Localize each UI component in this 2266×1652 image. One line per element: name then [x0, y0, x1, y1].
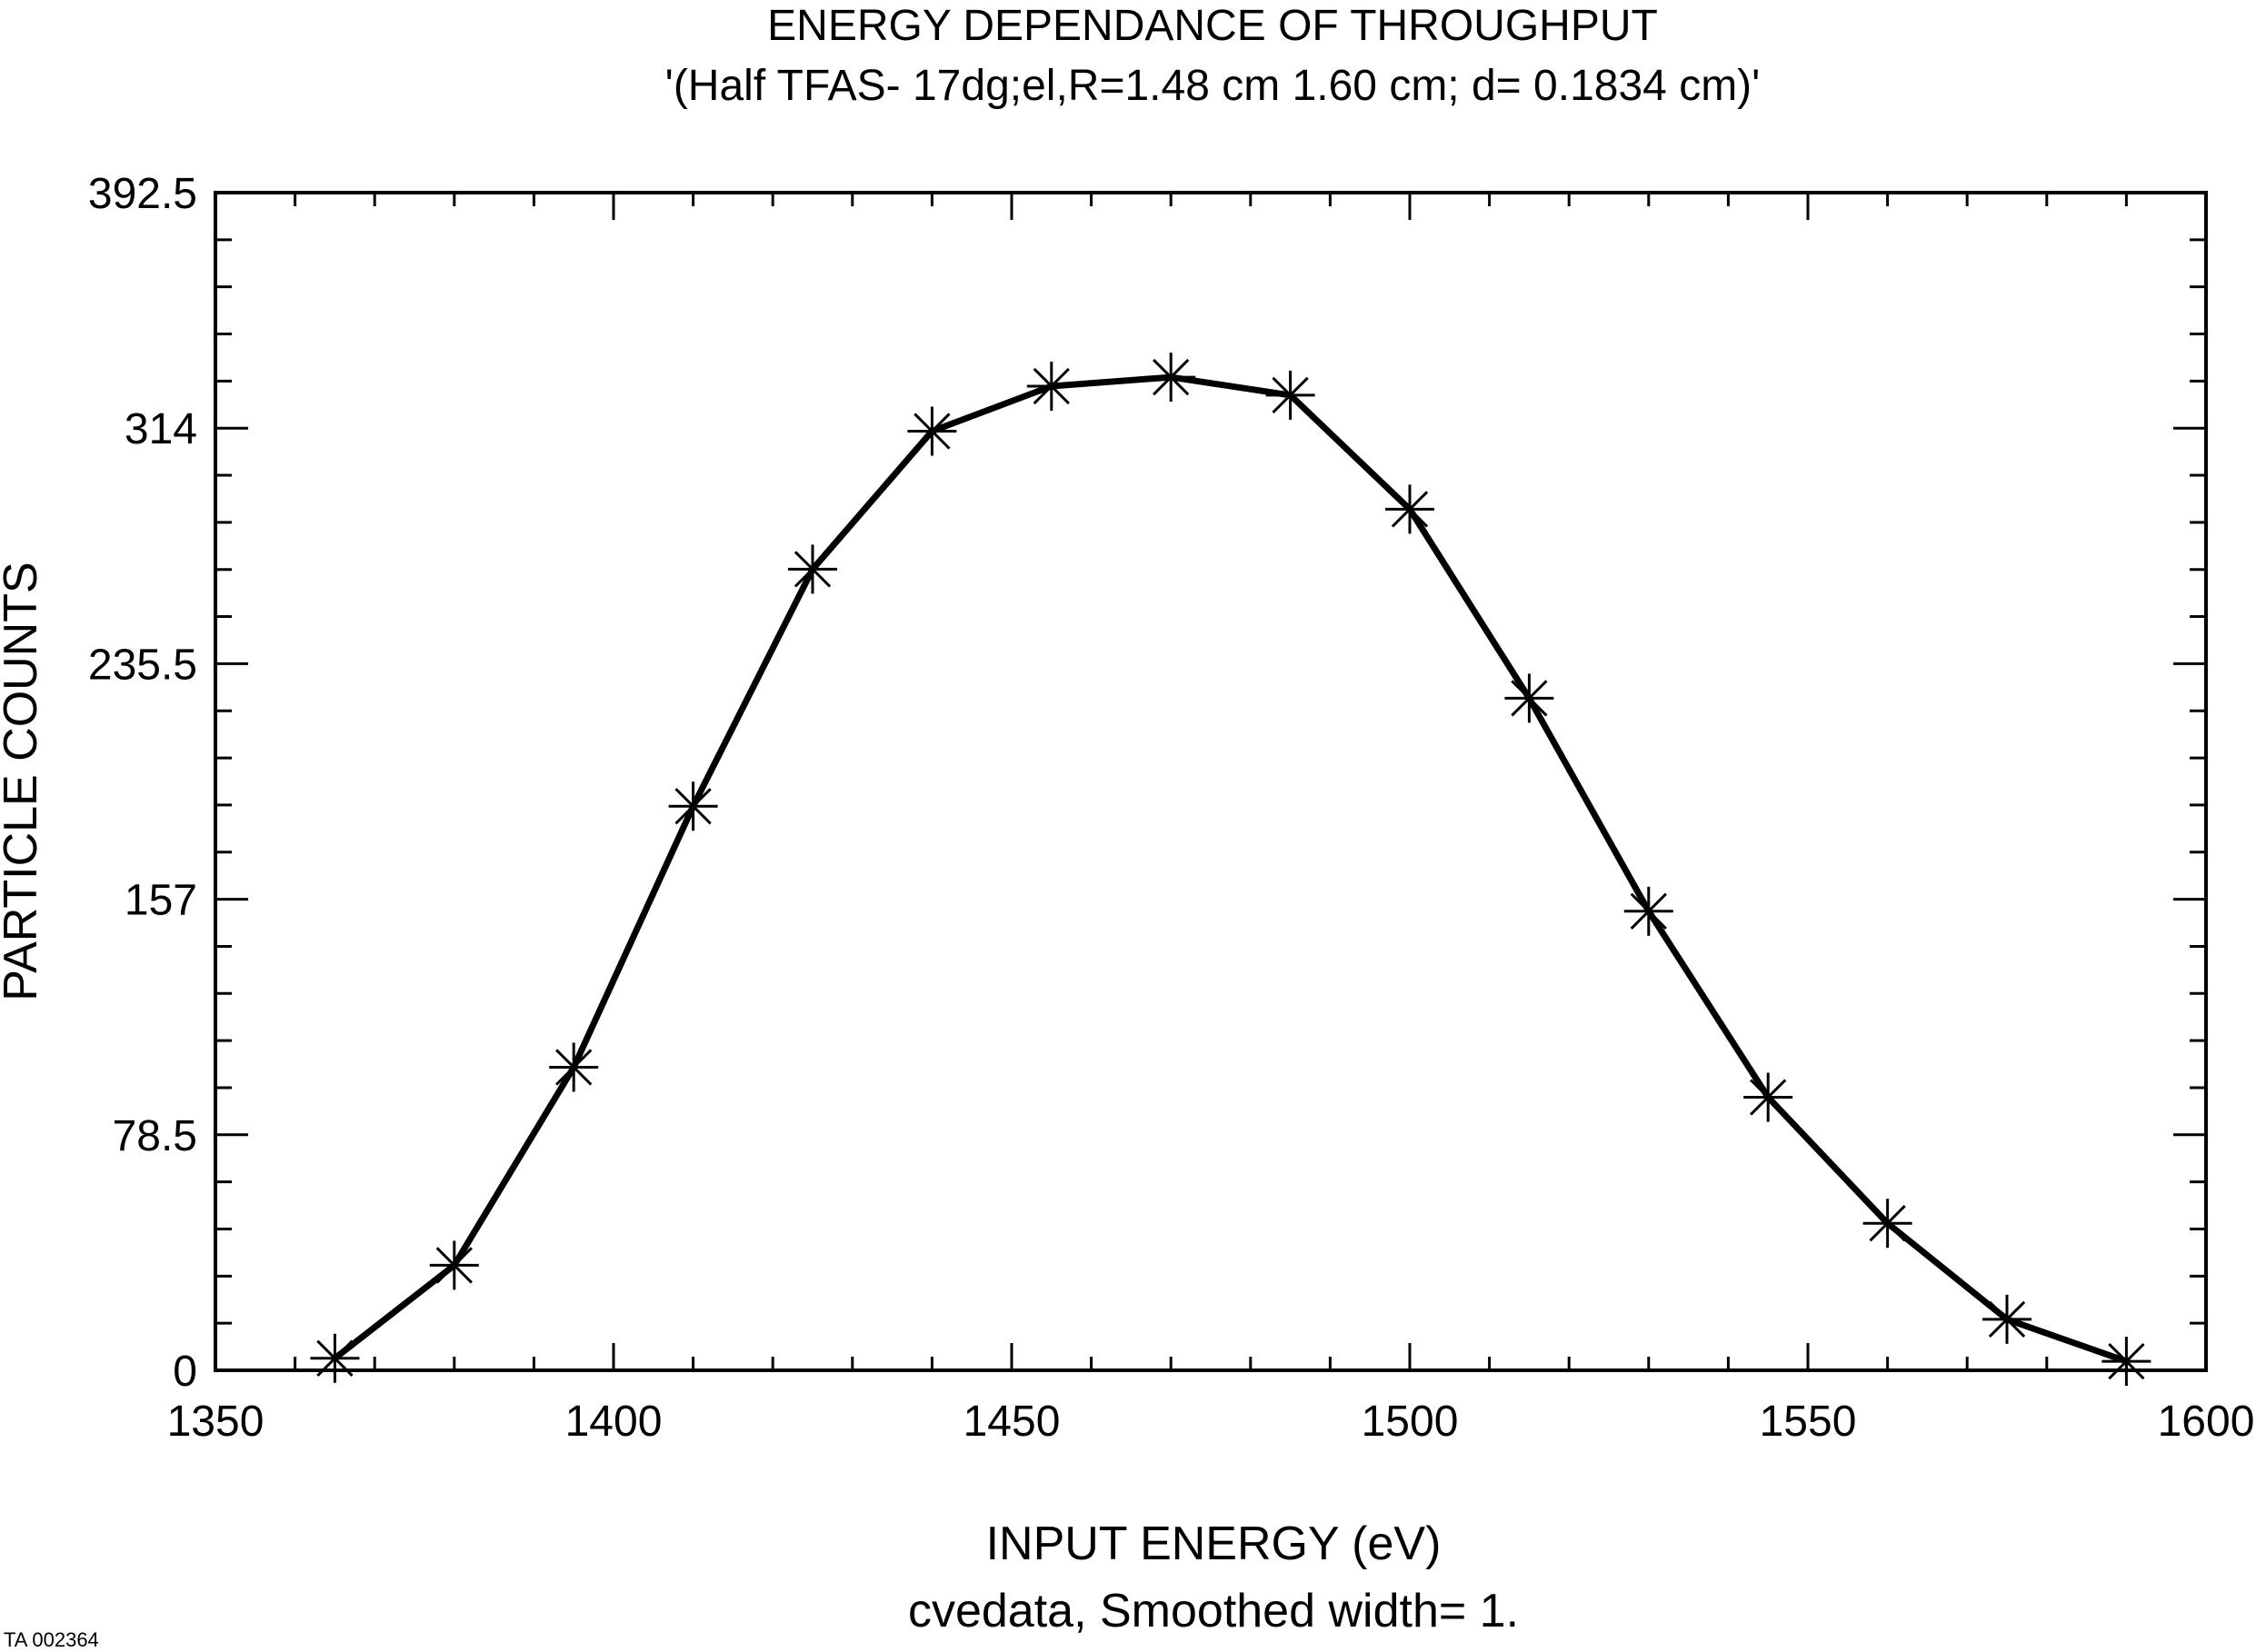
data-point-marker — [310, 1333, 360, 1383]
data-point-marker — [1026, 361, 1076, 411]
y-tick-label: 314 — [125, 405, 197, 453]
data-point-marker — [429, 1240, 479, 1290]
x-tick-label: 1400 — [565, 1398, 663, 1446]
x-axis-label: INPUT ENERGY (eV) — [986, 1518, 1442, 1570]
x-tick-label: 1550 — [1760, 1398, 1857, 1446]
x-tick-label: 1450 — [963, 1398, 1061, 1446]
data-point-marker — [907, 406, 957, 456]
y-tick-label: 0 — [173, 1348, 197, 1396]
data-point-marker — [1623, 886, 1673, 936]
y-axis-ticks — [215, 191, 2206, 1372]
figure-id: TA 002364 — [4, 1628, 99, 1651]
plot-frame — [214, 191, 2208, 1372]
y-tick-label: 235.5 — [88, 641, 197, 689]
x-axis-ticks — [214, 193, 2208, 1370]
series-line — [331, 373, 2130, 1365]
y-tick-label: 392.5 — [88, 170, 197, 218]
data-point-marker — [1265, 370, 1315, 420]
data-point-marker — [1862, 1199, 1912, 1249]
data-point-marker — [1385, 484, 1434, 534]
y-tick-label: 78.5 — [113, 1112, 197, 1160]
y-tick-label: 157 — [125, 877, 197, 925]
x-tick-label: 1600 — [2158, 1398, 2255, 1446]
data-point-marker — [1146, 353, 1196, 403]
y-axis-tick-labels: 0 78.5 157 235.5 314 392.5 — [88, 170, 197, 1396]
data-point-marker — [549, 1042, 599, 1092]
x-axis-tick-labels: 1350 1400 1450 1500 1550 1600 — [167, 1398, 2255, 1446]
x-axis-sublabel: cvedata, Smoothed width= 1. — [908, 1585, 1519, 1637]
data-point-marker — [1743, 1072, 1793, 1122]
data-point-marker — [1982, 1294, 2031, 1344]
data-point-marker — [668, 781, 718, 831]
y-axis-label: PARTICLE COUNTS — [0, 562, 47, 1001]
data-point-marker — [2101, 1337, 2151, 1387]
chart-title: ENERGY DEPENDANCE OF THROUGHPUT — [767, 2, 1658, 50]
series-markers — [310, 353, 2151, 1387]
x-tick-label: 1350 — [167, 1398, 265, 1446]
data-point-marker — [788, 544, 837, 594]
x-tick-label: 1500 — [1362, 1398, 1459, 1446]
chart-subtitle: '(Half TFAS- 17dg;el,R=1.48 cm 1.60 cm; … — [665, 62, 1761, 110]
data-point-marker — [1504, 673, 1554, 723]
